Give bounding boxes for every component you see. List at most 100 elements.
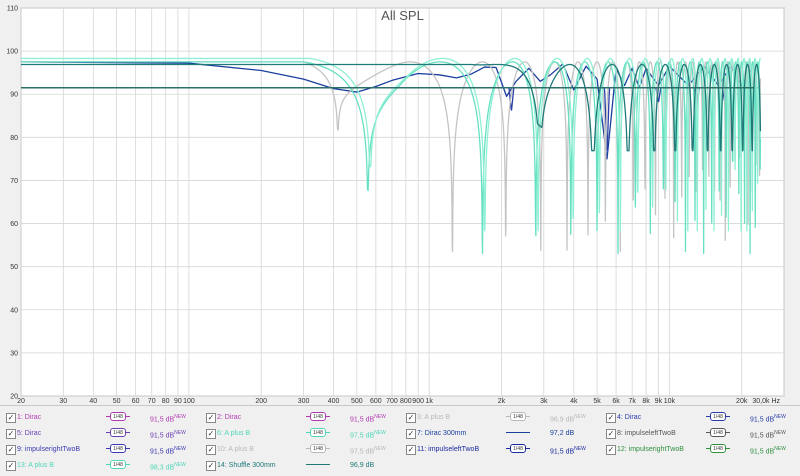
legend-checkbox[interactable]: ✓ xyxy=(406,445,416,455)
legend-checkbox[interactable]: ✓ xyxy=(406,413,416,423)
legend-item-value: 91,5 dBNEW xyxy=(350,409,386,428)
swatch-line xyxy=(306,464,330,465)
x-tick-label: 1k xyxy=(425,398,433,405)
legend-value-tag: NEW xyxy=(574,446,586,452)
legend-value-tag: NEW xyxy=(774,446,786,452)
x-tick-label: 100 xyxy=(183,398,195,405)
legend-item: ✓ 7: Dirac 300mm 97,2 dB xyxy=(400,425,600,442)
legend-checkbox[interactable]: ✓ xyxy=(6,429,16,439)
legend-value-tag: NEW xyxy=(574,414,586,420)
smoothing-badge: 1/48 xyxy=(310,444,326,453)
y-tick-label: 60 xyxy=(10,221,18,228)
legend-item-value: 97,5 dBNEW xyxy=(350,425,386,444)
legend-checkbox[interactable]: ✓ xyxy=(6,413,16,423)
smoothing-badge: 1/48 xyxy=(110,444,126,453)
legend-swatch[interactable]: 1/48 xyxy=(506,444,530,454)
legend-value-tag: NEW xyxy=(374,446,386,452)
y-tick-label: 80 xyxy=(10,135,18,142)
legend-item-name: 12: impulserightTwoB xyxy=(617,446,684,453)
legend-item: ✓ 11: impulseleftTwoB 1/48 91,5 dBNEW xyxy=(400,441,600,458)
smoothing-badge: 1/48 xyxy=(310,412,326,421)
smoothing-badge: 1/48 xyxy=(710,428,726,437)
legend-swatch[interactable] xyxy=(506,428,530,438)
smoothing-badge: 1/48 xyxy=(310,428,326,437)
legend-item: ✓ 8: impulseleftTwoB 1/48 91,5 dBNEW xyxy=(600,425,800,442)
legend-item: ✓ 1: Dirac 1/48 91,5 dBNEW xyxy=(0,409,200,426)
legend-swatch[interactable]: 1/48 xyxy=(106,412,130,422)
smoothing-badge: 1/48 xyxy=(710,412,726,421)
legend-checkbox[interactable]: ✓ xyxy=(206,461,216,471)
swatch-line xyxy=(506,432,530,433)
legend-item-name: 4: Dirac xyxy=(617,414,642,421)
legend-item-name: 3: A plus B xyxy=(417,414,451,421)
legend-checkbox[interactable]: ✓ xyxy=(6,445,16,455)
plot-area xyxy=(20,7,785,397)
legend-checkbox[interactable]: ✓ xyxy=(406,429,416,439)
x-tick-label: 20 xyxy=(17,398,25,405)
x-tick-label: 800 xyxy=(400,398,412,405)
legend-item-value: 91,5 dBNEW xyxy=(150,425,186,444)
legend-swatch[interactable]: 1/48 xyxy=(706,428,730,438)
series-line xyxy=(20,61,762,255)
legend-swatch[interactable]: 1/48 xyxy=(106,428,130,438)
legend-swatch[interactable]: 1/48 xyxy=(306,428,330,438)
legend-swatch[interactable]: 1/48 xyxy=(306,444,330,454)
x-tick-label: 400 xyxy=(328,398,340,405)
legend-item-value: 96,9 dBNEW xyxy=(550,409,586,428)
x-tick-label: 600 xyxy=(370,398,382,405)
legend-value-text: 97,2 dB xyxy=(550,430,575,437)
series-line xyxy=(20,63,762,152)
legend-item-name: 7: Dirac 300mm xyxy=(417,430,467,437)
y-tick-label: 50 xyxy=(10,264,18,271)
x-tick-label: 40 xyxy=(89,398,97,405)
smoothing-badge: 1/48 xyxy=(110,428,126,437)
legend-item-value: 91,5 dBNEW xyxy=(750,441,786,460)
legend-value-text: 91,5 dB xyxy=(750,416,775,424)
smoothing-badge: 1/48 xyxy=(510,444,526,453)
legend-swatch[interactable]: 1/48 xyxy=(706,412,730,422)
legend-swatch[interactable]: 1/48 xyxy=(106,460,130,470)
x-tick-label: 60 xyxy=(132,398,140,405)
legend-checkbox[interactable]: ✓ xyxy=(206,413,216,423)
x-tick-label: 20k xyxy=(736,398,748,405)
legend-checkbox[interactable]: ✓ xyxy=(206,429,216,439)
legend-item-name: 5: Dirac xyxy=(17,430,42,437)
x-tick-label: 6k xyxy=(612,398,620,405)
legend-checkbox[interactable]: ✓ xyxy=(606,413,616,423)
legend-value-text: 96,9 dB xyxy=(550,416,575,424)
y-tick-label: 70 xyxy=(10,178,18,185)
x-tick-label: 9k xyxy=(655,398,663,405)
y-tick-label: 40 xyxy=(10,307,18,314)
legend-checkbox[interactable]: ✓ xyxy=(206,445,216,455)
legend-swatch[interactable] xyxy=(306,460,330,470)
legend-swatch[interactable]: 1/48 xyxy=(506,412,530,422)
x-tick-label: 5k xyxy=(593,398,601,405)
legend-value-tag: NEW xyxy=(174,446,186,452)
legend-item-name: 8: impulseleftTwoB xyxy=(617,430,676,437)
legend-item: ✓ 14: Shuffle 300mm 96,9 dB xyxy=(200,457,400,474)
x-tick-label: 700 xyxy=(386,398,398,405)
legend-row: ✓ 9: impulserightTwoB 1/48 91,5 dBNEW ✓ 10: A… xyxy=(0,441,800,458)
legend-item-value: 97,2 dB xyxy=(550,425,574,442)
legend-item: ✓ 13: A plus B 1/48 98,3 dBNEW xyxy=(0,457,200,474)
x-tick-label: 30 xyxy=(59,398,67,405)
legend-checkbox[interactable]: ✓ xyxy=(606,445,616,455)
y-tick-label: 30 xyxy=(10,350,18,357)
x-tick-label: 3k xyxy=(540,398,548,405)
legend-checkbox[interactable]: ✓ xyxy=(6,461,16,471)
legend-swatch[interactable]: 1/48 xyxy=(706,444,730,454)
legend-row: ✓ 5: Dirac 1/48 91,5 dBNEW ✓ 6: A plus B 1/48 9… xyxy=(0,425,800,442)
legend-swatch[interactable]: 1/48 xyxy=(306,412,330,422)
legend-item: ✓ 6: A plus B 1/48 97,5 dBNEW xyxy=(200,425,400,442)
x-tick-label: 10k xyxy=(664,398,676,405)
x-tick-label: 80 xyxy=(162,398,170,405)
legend-item-name: 11: impulseleftTwoB xyxy=(417,446,480,453)
legend-value-text: 97,5 dB xyxy=(350,432,375,440)
legend-item-value: 91,5 dBNEW xyxy=(150,441,186,460)
legend-value-text: 96,9 dB xyxy=(350,462,375,469)
legend-swatch[interactable]: 1/48 xyxy=(106,444,130,454)
smoothing-badge: 1/48 xyxy=(110,412,126,421)
legend-checkbox[interactable]: ✓ xyxy=(606,429,616,439)
legend-value-tag: NEW xyxy=(774,414,786,420)
